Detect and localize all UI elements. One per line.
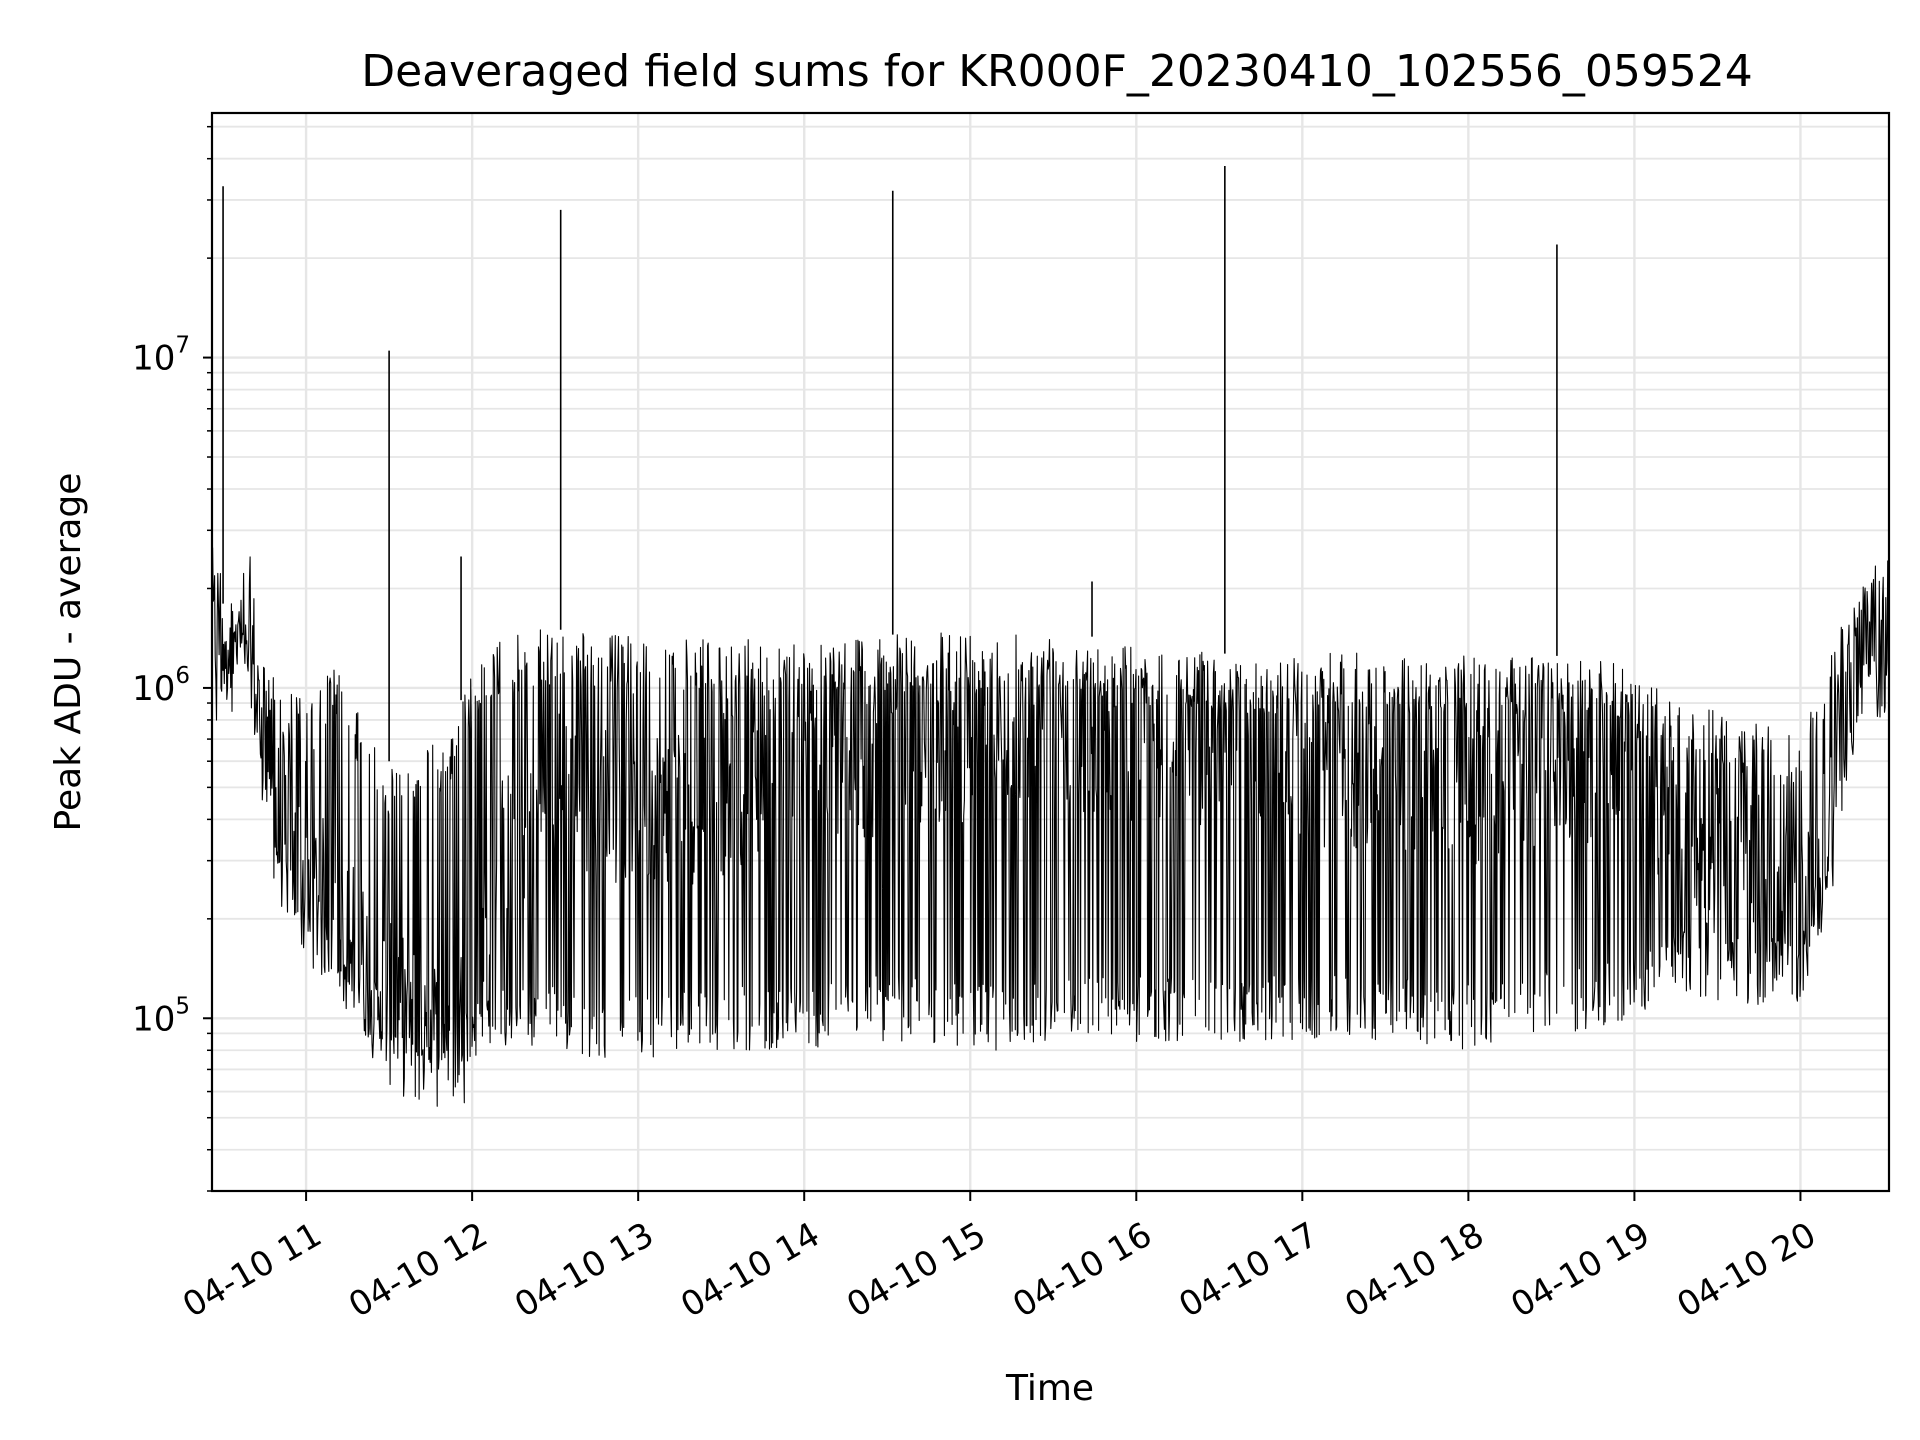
y-tick-label: 107	[132, 333, 190, 379]
x-tick-label: 04-10 20	[1670, 1215, 1822, 1326]
x-tick-label: 04-10 12	[342, 1215, 494, 1326]
x-tick-label: 04-10 16	[1006, 1215, 1158, 1326]
x-tick-label: 04-10 17	[1172, 1215, 1324, 1326]
y-tick-label: 105	[132, 993, 190, 1039]
plot-frame	[210, 111, 1891, 1193]
y-tick-label: 106	[132, 663, 190, 709]
chart-title: Deaveraged field sums for KR000F_2023041…	[361, 46, 1753, 97]
x-tick-label: 04-10 11	[176, 1215, 328, 1326]
x-axis: 04-10 11 04-10 12 04-10 13 04-10 14 04-10 15…	[176, 1191, 1823, 1326]
x-tick-label: 04-10 13	[508, 1215, 660, 1326]
y-axis-label: Peak ADU - average	[48, 473, 89, 832]
x-tick-label: 04-10 14	[674, 1215, 826, 1326]
series-noise-trace	[211, 547, 1890, 1107]
x-tick-label: 04-10 15	[840, 1215, 992, 1326]
x-tick-label: 04-10 19	[1504, 1215, 1656, 1326]
y-axis: 105 106 107	[132, 125, 212, 1192]
data-series-line	[211, 166, 1890, 1107]
x-tick-label: 04-10 18	[1338, 1215, 1490, 1326]
x-axis-label: Time	[1005, 1368, 1094, 1409]
